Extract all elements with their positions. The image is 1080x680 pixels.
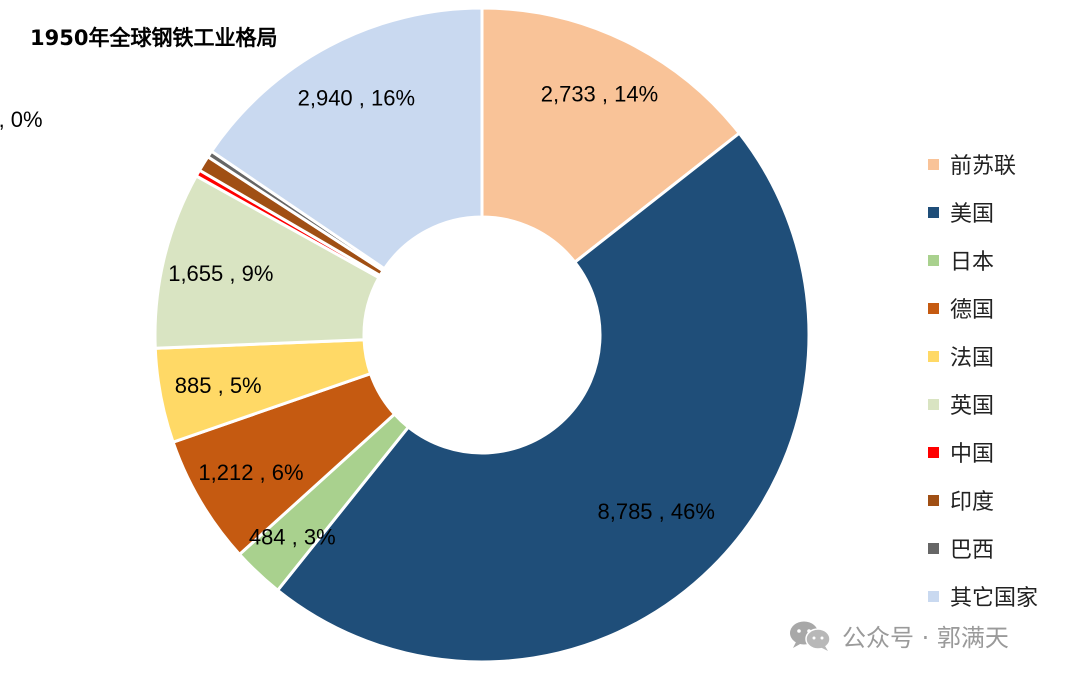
slice-10 bbox=[209, 6, 484, 271]
legend-label: 德国 bbox=[950, 298, 995, 323]
data-label-3: 484 , 3% bbox=[249, 525, 336, 550]
legend-swatch bbox=[928, 206, 939, 218]
legend-item-8: 印度 bbox=[928, 476, 1038, 524]
legend-swatch bbox=[928, 590, 939, 602]
legend-swatch bbox=[928, 398, 939, 410]
legend-item-5: 法国 bbox=[928, 332, 1038, 380]
legend-swatch bbox=[928, 350, 939, 362]
slice-2 bbox=[275, 131, 811, 664]
legend-swatch bbox=[928, 446, 939, 458]
legend-item-2: 美国 bbox=[928, 188, 1038, 236]
legend-item-4: 德国 bbox=[928, 284, 1038, 332]
legend-swatch bbox=[928, 302, 939, 314]
legend-item-9: 巴西 bbox=[928, 524, 1038, 572]
legend-label: 前苏联 bbox=[950, 154, 1017, 179]
legend-swatch bbox=[928, 254, 939, 266]
legend-swatch bbox=[928, 494, 939, 506]
legend-swatch bbox=[928, 158, 939, 170]
legend-item-7: 中国 bbox=[928, 428, 1038, 476]
watermark-text: 公众号 · 郭满天 bbox=[842, 624, 1009, 652]
legend-item-6: 英国 bbox=[928, 380, 1038, 428]
chart-title: 1950年全球钢铁工业格局 bbox=[30, 26, 278, 50]
legend-label: 中国 bbox=[950, 442, 995, 467]
legend: 前苏联美国日本德国法国英国中国印度巴西其它国家 bbox=[928, 140, 1038, 620]
data-label-1: 2,733 , 14% bbox=[541, 82, 658, 107]
data-label-5: 885 , 5% bbox=[175, 373, 262, 398]
data-label-2: 8,785 , 46% bbox=[597, 499, 714, 524]
legend-label: 印度 bbox=[950, 490, 995, 515]
legend-item-1: 前苏联 bbox=[928, 140, 1038, 188]
slice-1 bbox=[480, 6, 742, 265]
legend-label: 日本 bbox=[950, 250, 995, 275]
legend-label: 法国 bbox=[950, 346, 995, 371]
legend-item-10: 其它国家 bbox=[928, 572, 1038, 620]
data-label-9: 61 , 0% bbox=[0, 107, 43, 132]
legend-swatch bbox=[928, 542, 939, 554]
legend-item-3: 日本 bbox=[928, 236, 1038, 284]
legend-label: 其它国家 bbox=[950, 586, 1039, 611]
legend-label: 英国 bbox=[950, 394, 995, 419]
wechat-icon bbox=[790, 621, 831, 651]
data-label-4: 1,212 , 6% bbox=[198, 460, 303, 485]
legend-label: 美国 bbox=[950, 202, 995, 227]
legend-label: 巴西 bbox=[950, 538, 995, 563]
watermark: 公众号 · 郭满天 bbox=[788, 618, 1009, 653]
data-label-6: 1,655 , 9% bbox=[168, 261, 273, 286]
data-label-10: 2,940 , 16% bbox=[298, 86, 415, 111]
